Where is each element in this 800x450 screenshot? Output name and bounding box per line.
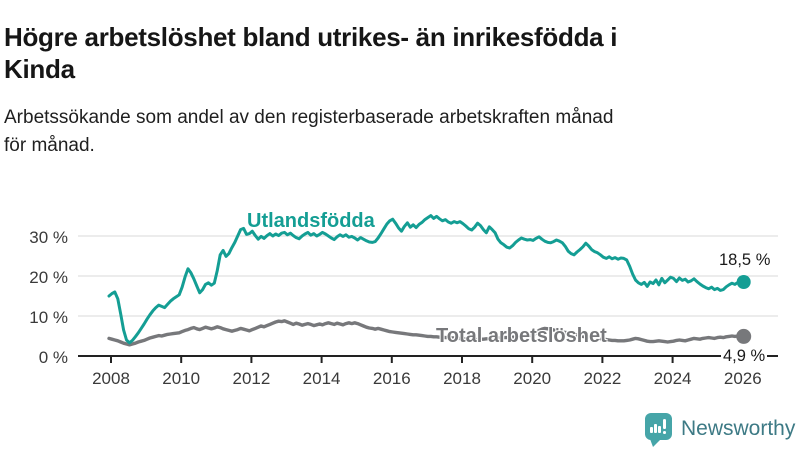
y-tick-label-30: 30 % xyxy=(29,228,68,247)
x-tick-label-2014: 2014 xyxy=(303,369,341,388)
page-subtitle-line1: Arbetssökande som andel av den registerb… xyxy=(4,107,614,128)
series-label-utlandsfodda: Utlandsfödda xyxy=(247,210,375,232)
x-tick-label-2026: 2026 xyxy=(724,369,762,388)
x-tick-label-2016: 2016 xyxy=(373,369,411,388)
brand-name: Newsworthy xyxy=(681,417,796,440)
x-tick-label-2024: 2024 xyxy=(654,369,692,388)
y-tick-label-20: 20 % xyxy=(29,268,68,287)
page-title-line2: Kinda xyxy=(4,54,75,85)
logo-bars-exclamation-icon xyxy=(650,419,666,434)
x-tick-label-2012: 2012 xyxy=(232,369,270,388)
x-tick-label-2018: 2018 xyxy=(443,369,481,388)
y-tick-label-0: 0 % xyxy=(39,348,68,367)
end-value-label-total: 4,9 % xyxy=(721,347,768,366)
series-label-total: Total arbetslöshet xyxy=(436,325,607,347)
x-tick-label-2022: 2022 xyxy=(583,369,621,388)
end-dot-series-0 xyxy=(736,275,751,289)
page-title-line1: Högre arbetslöshet bland utrikes- än inr… xyxy=(4,22,618,53)
y-tick-label-10: 10 % xyxy=(29,308,68,327)
page-subtitle: Arbetssökande som andel av den registerb… xyxy=(4,104,794,160)
bar-chart-speech-bubble-icon xyxy=(645,413,672,447)
end-value-label-utlandsfodda: 18,5 % xyxy=(719,251,771,269)
end-dot-series-1 xyxy=(736,328,752,344)
x-tick-label-2020: 2020 xyxy=(513,369,551,388)
x-tick-label-2008: 2008 xyxy=(92,369,130,388)
page-subtitle-line2: för månad. xyxy=(4,135,95,157)
line-series-0 xyxy=(107,214,746,345)
line-series-1 xyxy=(107,319,746,347)
page-title: Högre arbetslöshet bland utrikes- än inr… xyxy=(4,22,788,85)
newsworthy-logo: Newsworthy xyxy=(645,413,795,447)
x-tick-label-2010: 2010 xyxy=(162,369,200,388)
